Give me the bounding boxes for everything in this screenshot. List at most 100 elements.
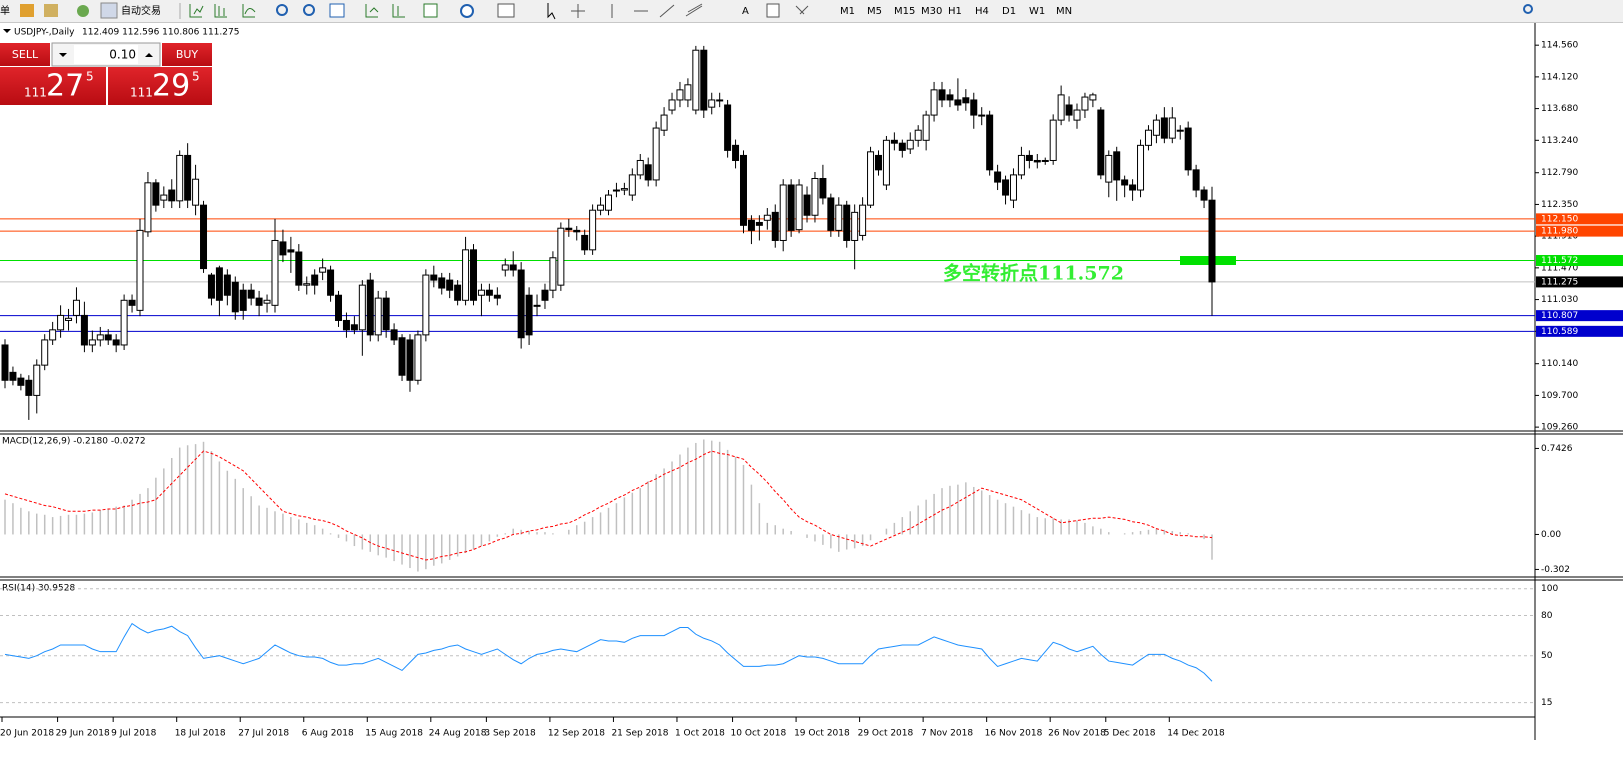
icon[interactable] — [276, 4, 288, 16]
rsi-axis-label: 80 — [1541, 611, 1553, 621]
icon[interactable] — [611, 4, 675, 18]
annotation: 多空转折点111.572 — [943, 262, 1124, 285]
sell-label[interactable]: SELL — [12, 48, 39, 61]
period-button[interactable]: M1 — [840, 6, 855, 17]
macd-axis-label: -0.302 — [1541, 565, 1570, 575]
candle-body — [612, 189, 620, 192]
level-label: 110.589 — [1541, 327, 1578, 337]
candle-body — [1097, 109, 1105, 176]
period-button[interactable]: H1 — [948, 6, 962, 17]
candle-body — [327, 269, 335, 296]
price-label: 114.560 — [1541, 41, 1578, 51]
period-button[interactable]: W1 — [1029, 6, 1045, 17]
price-label: 111.470 — [1541, 263, 1578, 273]
candle-body — [1105, 154, 1113, 183]
spin-down[interactable] — [59, 53, 67, 57]
icon[interactable] — [44, 4, 58, 17]
search-icon[interactable] — [1523, 4, 1533, 14]
candle-body — [1168, 117, 1176, 139]
icon[interactable] — [392, 4, 405, 18]
candle-body — [223, 274, 231, 296]
icon[interactable] — [329, 3, 345, 18]
candle-body — [676, 89, 684, 101]
date-label: 5 Dec 2018 — [1104, 729, 1156, 739]
icon[interactable] — [214, 4, 227, 18]
candle-body — [747, 219, 755, 231]
candle-body — [390, 329, 398, 341]
candle-body — [1208, 199, 1216, 283]
spin-up[interactable] — [145, 53, 153, 57]
date-label: 12 Sep 2018 — [548, 729, 605, 739]
candle-body — [874, 154, 882, 171]
sell-price-box[interactable] — [0, 67, 106, 105]
candle-body — [176, 154, 184, 202]
level-label: 112.150 — [1541, 214, 1578, 224]
period-button[interactable]: H4 — [975, 6, 989, 17]
buy-big: 111 — [130, 86, 153, 100]
candle-body — [303, 283, 311, 286]
icon[interactable] — [547, 3, 556, 20]
candle-body — [422, 274, 430, 336]
lot-field[interactable] — [74, 45, 138, 64]
candle-body — [700, 49, 708, 111]
icon[interactable] — [20, 4, 34, 17]
price-label: 113.680 — [1541, 104, 1578, 114]
icon[interactable] — [460, 4, 474, 18]
candle-body — [978, 114, 986, 117]
candle-body — [255, 297, 263, 306]
candle-body — [636, 159, 644, 176]
icon[interactable] — [423, 3, 438, 18]
icon[interactable] — [685, 3, 703, 17]
icon[interactable] — [242, 4, 256, 18]
date-label: 3 Sep 2018 — [484, 729, 536, 739]
lot-value[interactable]: 0.10 — [109, 48, 136, 62]
rsi-axis-label: 100 — [1541, 584, 1558, 594]
candle-body — [17, 377, 25, 386]
macd-signal — [4, 450, 1213, 561]
period-button[interactable]: M30 — [921, 6, 942, 17]
period-button[interactable]: M15 — [894, 6, 915, 17]
icon[interactable] — [100, 2, 118, 19]
candle-body — [168, 189, 176, 202]
icon[interactable] — [571, 4, 585, 18]
period-button[interactable]: MN — [1056, 6, 1072, 17]
candle-body — [342, 319, 350, 331]
candle-body — [311, 274, 319, 286]
icon[interactable] — [77, 5, 89, 17]
candle-body — [533, 304, 541, 307]
icon[interactable] — [766, 3, 780, 18]
candle-body — [366, 279, 374, 336]
sell-button[interactable] — [0, 43, 50, 66]
period-button[interactable]: D1 — [1002, 6, 1016, 17]
ohlc: 112.409 112.596 110.806 111.275 — [82, 28, 239, 38]
date-label: 27 Jul 2018 — [238, 729, 289, 739]
buy-price-box[interactable] — [108, 67, 212, 105]
icon[interactable] — [303, 4, 315, 16]
candle-body — [1089, 94, 1097, 101]
icon[interactable] — [365, 4, 379, 18]
buy-button[interactable] — [162, 43, 212, 66]
auto-trading[interactable]: 自动交易 — [121, 4, 161, 17]
level-label: 111.980 — [1541, 227, 1578, 237]
candle-body — [541, 289, 549, 301]
candle-body — [827, 197, 835, 231]
symbol: USDJPY-,Daily — [14, 28, 75, 38]
price-label: 109.260 — [1541, 423, 1578, 433]
buy-label[interactable]: BUY — [176, 48, 199, 61]
candle-body — [755, 221, 763, 226]
level-label-bg — [1536, 225, 1623, 237]
price-label: 111.030 — [1541, 295, 1578, 305]
candle-body — [732, 144, 740, 161]
candle-body — [501, 264, 509, 271]
text-tool[interactable]: A — [742, 6, 749, 17]
icon[interactable] — [795, 5, 809, 15]
period-button[interactable]: M5 — [867, 6, 882, 17]
date-label: 26 Nov 2018 — [1048, 729, 1106, 739]
candle-body — [335, 294, 343, 321]
candle-body — [573, 229, 581, 233]
menu[interactable]: 单 — [0, 5, 10, 17]
candle-body — [795, 184, 803, 231]
icon[interactable] — [497, 3, 515, 18]
date-label: 16 Nov 2018 — [985, 729, 1043, 739]
icon[interactable] — [189, 4, 204, 18]
